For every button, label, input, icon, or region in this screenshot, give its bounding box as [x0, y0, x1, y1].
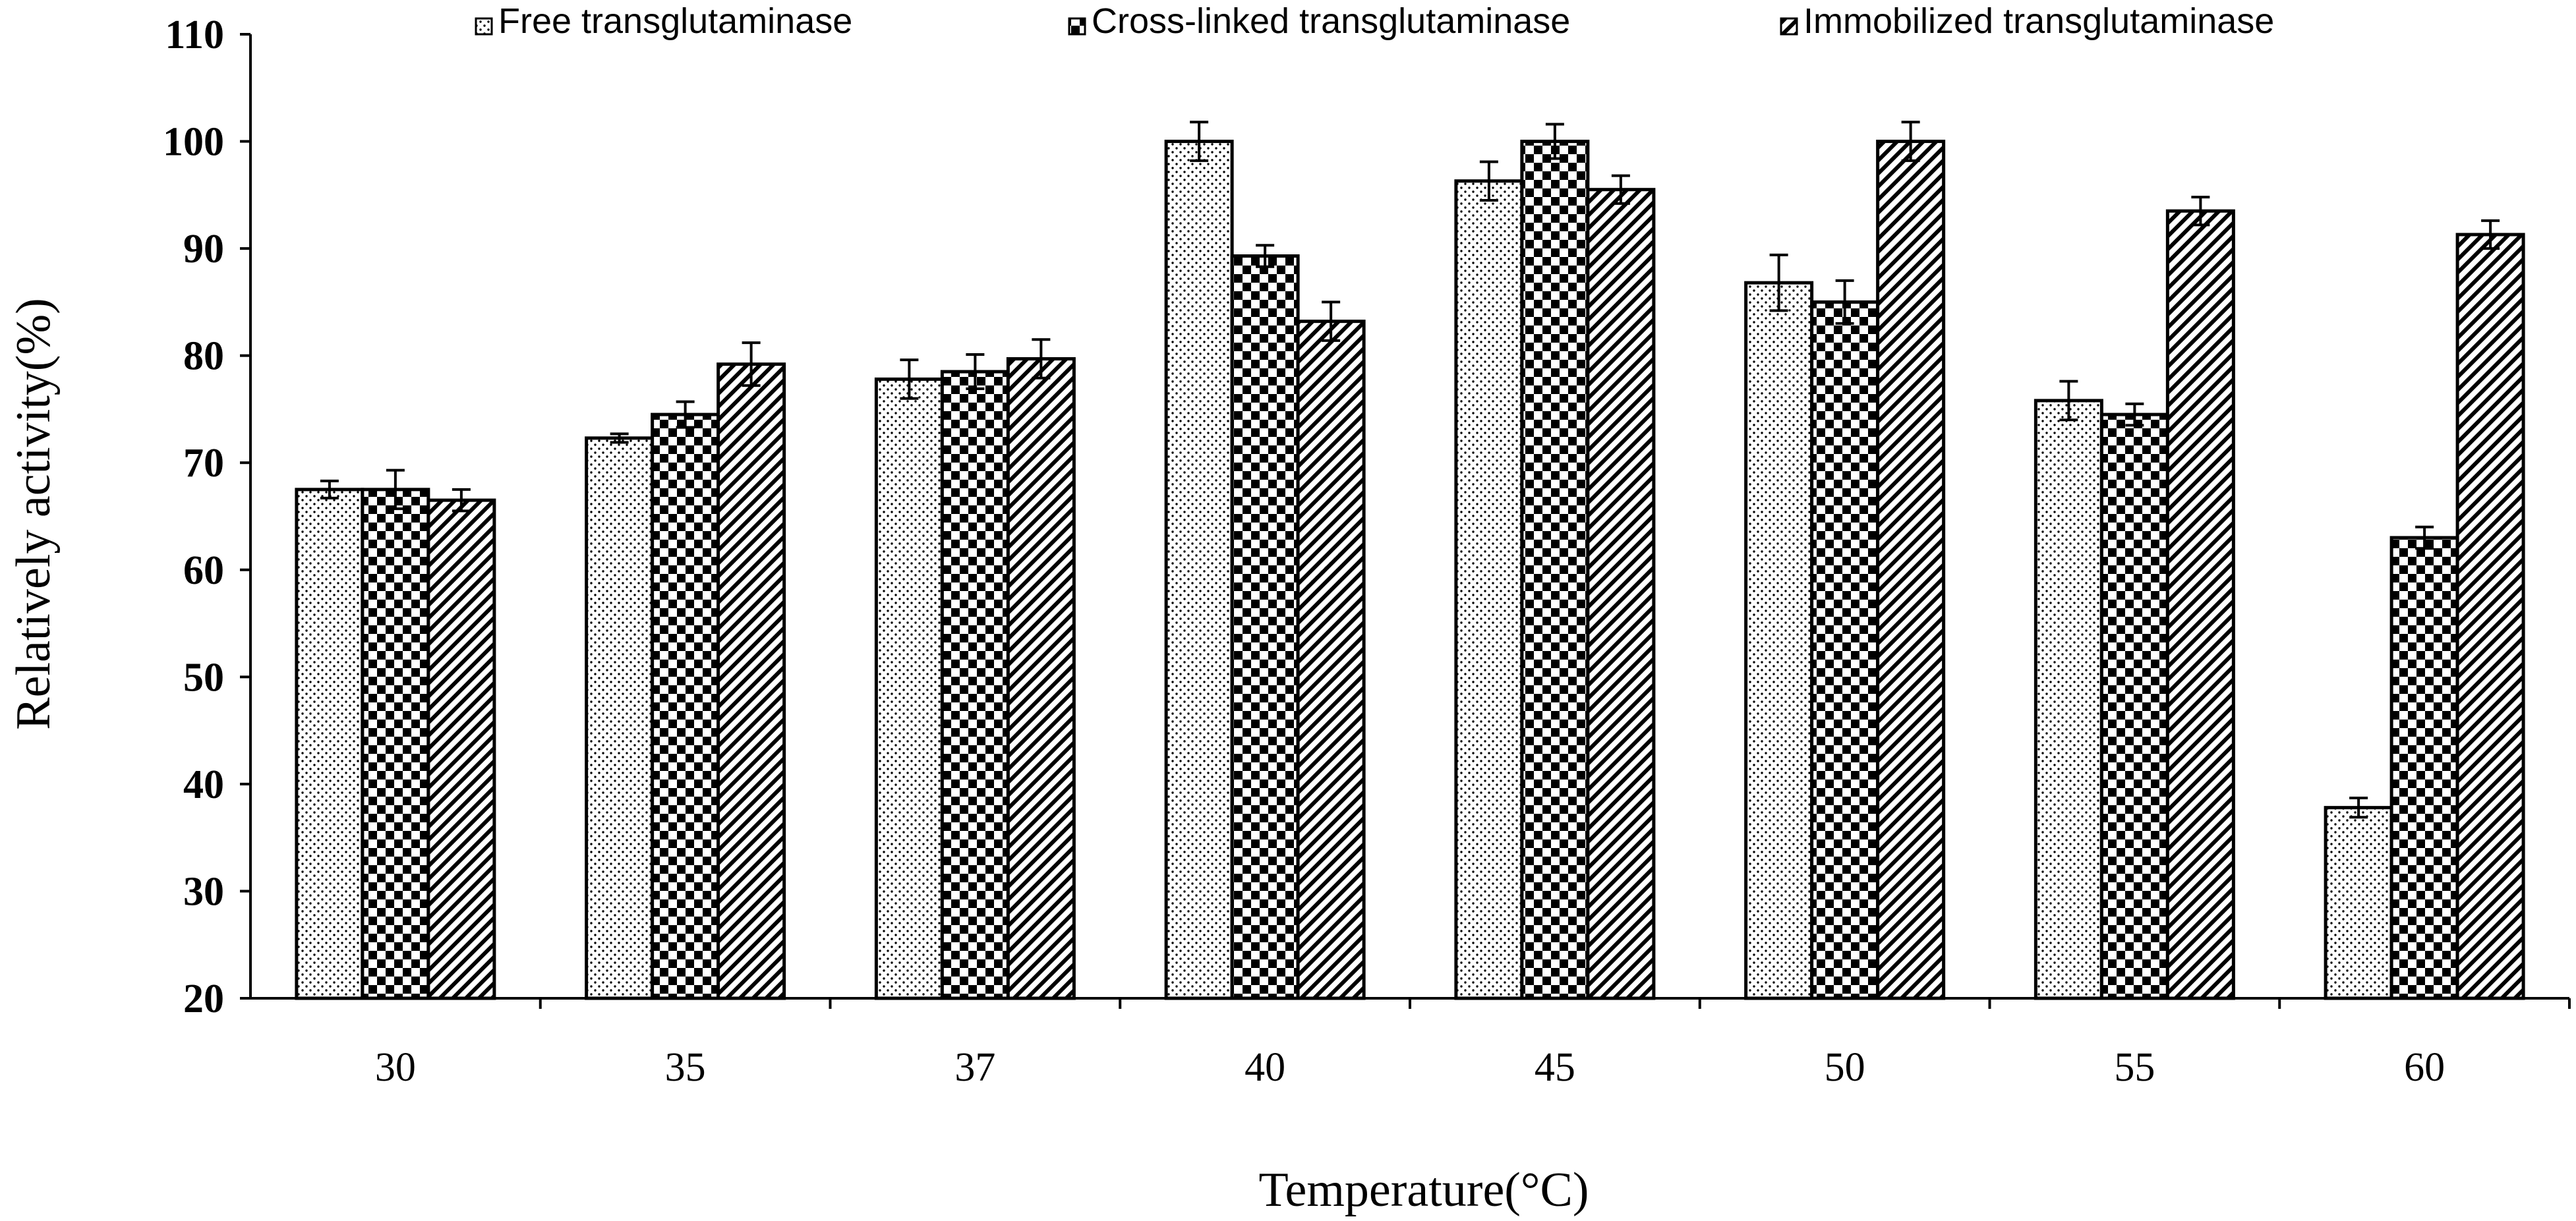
- bar-cross-linked-50: [1810, 300, 1880, 1000]
- x-tick-label: 30: [375, 1045, 416, 1090]
- x-tick-label: 50: [1825, 1045, 1865, 1090]
- legend-label-free: Free transglutaminase: [498, 1, 852, 41]
- x-tick-label: 55: [2114, 1045, 2155, 1090]
- bar-cross-linked-35: [651, 412, 720, 1000]
- bar-immobilized-37: [1006, 357, 1076, 1000]
- y-tick-label: 20: [183, 977, 224, 1021]
- y-axis-title: Relatively activity(%): [7, 298, 61, 730]
- legend-swatch-free: [475, 17, 493, 36]
- bar-cross-linked-55: [2099, 412, 2169, 1000]
- legend-swatch-cross-linked: [1068, 17, 1086, 36]
- bar-free-37: [874, 377, 944, 1000]
- y-tick-label: 110: [165, 13, 224, 57]
- y-tick-label: 30: [183, 869, 224, 914]
- bar-immobilized-35: [717, 362, 786, 1000]
- bar-free-35: [585, 436, 655, 1000]
- bars: [295, 140, 2525, 1000]
- bar-cross-linked-30: [361, 488, 430, 1000]
- tick-labels: 20 30 40 50 60 70 80 90 100 110 30 35 37 40 45 50 55 60: [163, 13, 2445, 1090]
- y-tick-label: 80: [183, 334, 224, 379]
- bar-cross-linked-45: [1520, 140, 1590, 1000]
- legend: Free transglutaminase Cross-linked transg…: [475, 1, 2274, 41]
- x-axis-title: Temperature(°C): [1258, 1163, 1589, 1217]
- bar-cross-linked-60: [2389, 536, 2459, 1000]
- legend-swatch-immobilized: [1780, 17, 1798, 36]
- x-tick-label: 60: [2404, 1045, 2445, 1090]
- bar-immobilized-40: [1296, 320, 1366, 1000]
- bar-free-40: [1164, 140, 1234, 1000]
- y-tick-label: 70: [183, 441, 224, 486]
- legend-label-immobilized: Immobilized transglutaminase: [1803, 1, 2274, 41]
- x-tick-label: 45: [1535, 1045, 1575, 1090]
- bar-free-45: [1454, 179, 1524, 1000]
- bar-immobilized-60: [2455, 233, 2525, 1000]
- x-tick-label: 40: [1244, 1045, 1285, 1090]
- y-tick-label: 60: [183, 548, 224, 593]
- bar-immobilized-55: [2165, 209, 2235, 1000]
- x-tick-label: 35: [665, 1045, 706, 1090]
- bar-free-50: [1744, 281, 1814, 1000]
- y-tick-label: 100: [163, 120, 224, 165]
- bar-free-30: [295, 488, 365, 1000]
- legend-label-cross-linked: Cross-linked transglutaminase: [1092, 1, 1570, 41]
- bar-immobilized-45: [1586, 188, 1656, 1000]
- y-tick-label: 40: [183, 762, 224, 807]
- bar-immobilized-30: [426, 498, 496, 1000]
- bar-cross-linked-37: [940, 370, 1010, 1000]
- bar-free-60: [2324, 806, 2393, 1000]
- error-bars: [320, 121, 2500, 819]
- y-tick-label: 90: [183, 227, 224, 271]
- bar-cross-linked-40: [1230, 254, 1300, 1000]
- bar-free-55: [2034, 399, 2103, 1000]
- bar-immobilized-50: [1876, 140, 1946, 1000]
- y-tick-label: 50: [183, 655, 224, 700]
- x-tick-label: 37: [954, 1045, 995, 1090]
